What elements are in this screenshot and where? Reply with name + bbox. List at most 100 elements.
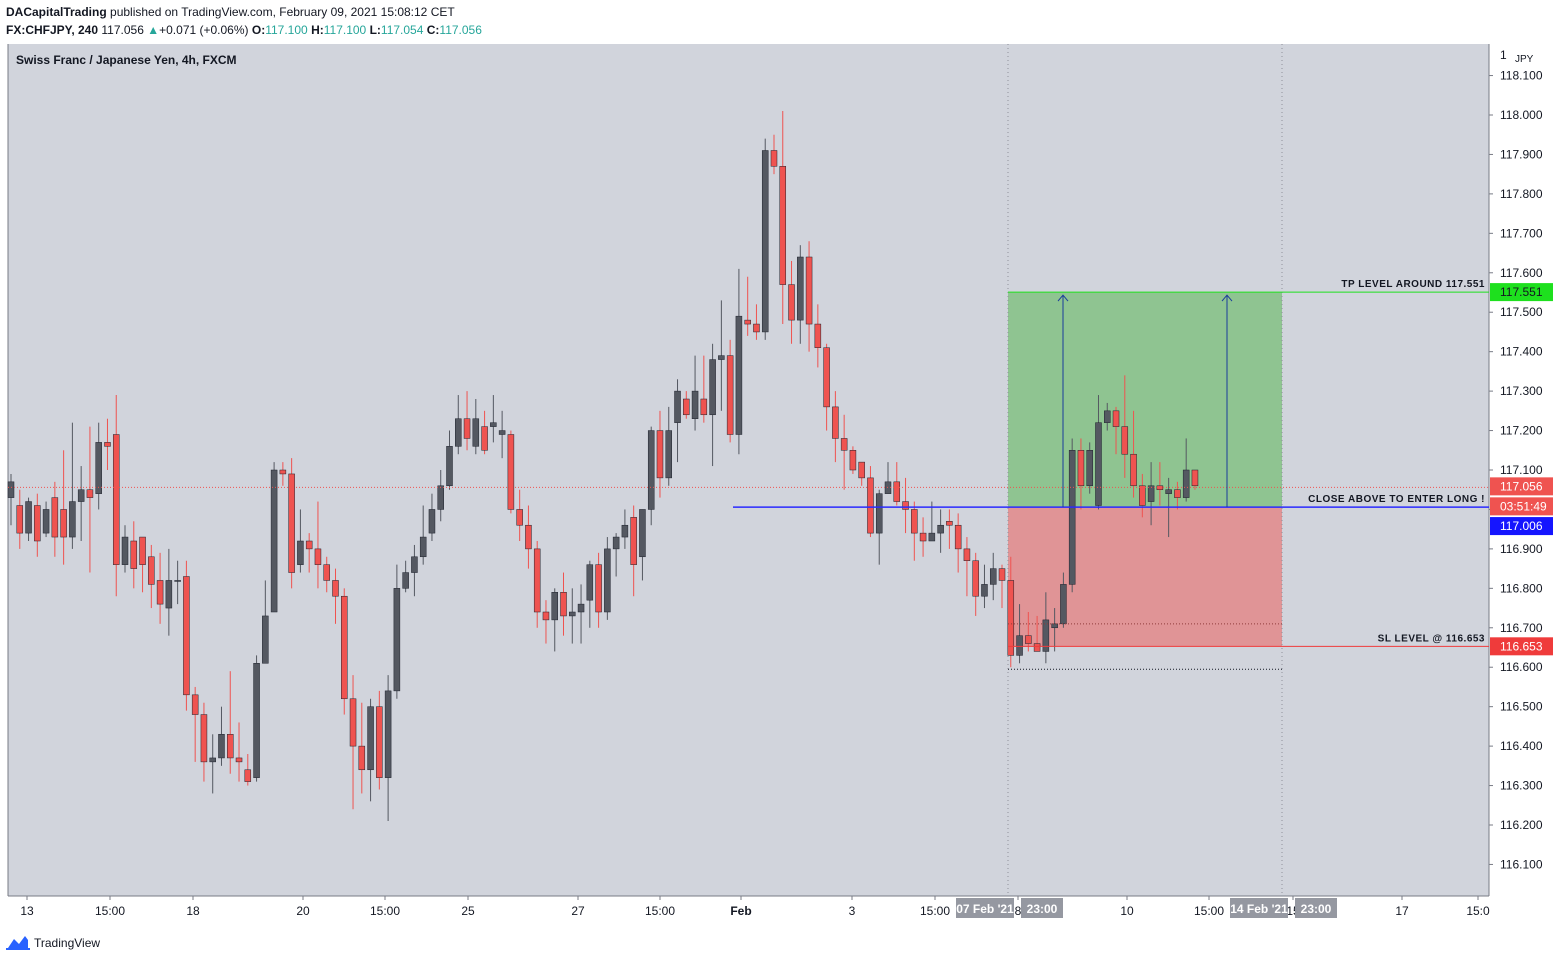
candle-up xyxy=(472,418,480,447)
symbol-label[interactable]: FX:CHFJPY, 240 xyxy=(6,23,99,37)
x-tick-label: 20 xyxy=(296,904,310,918)
sl-price-badge[interactable] xyxy=(1490,637,1553,656)
candle-down xyxy=(183,576,190,696)
entry-price-badge[interactable] xyxy=(1490,517,1553,536)
candle-up xyxy=(674,390,681,423)
x-tick-label: 15:00 xyxy=(370,904,400,918)
candle-up xyxy=(1060,584,1067,625)
take-profit-zone[interactable] xyxy=(1008,292,1282,508)
candle-up xyxy=(297,540,304,565)
y-axis-unit: JPY xyxy=(1515,54,1534,65)
candle-up xyxy=(647,430,655,510)
candle-down xyxy=(753,323,760,333)
candle-down xyxy=(1112,410,1120,427)
candle-down xyxy=(893,481,901,502)
candle-down xyxy=(1077,450,1085,487)
candle-up xyxy=(1147,485,1155,502)
price-chart[interactable]: Swiss Franc / Japanese Yen, 4h, FXCM TP … xyxy=(0,44,1563,925)
x-tick-label: 15:0 xyxy=(1466,904,1490,918)
ohlc-legend: FX:CHFJPY, 240 117.056 ▲+0.071 (+0.06%) … xyxy=(6,23,482,37)
candle-down xyxy=(560,592,567,617)
up-arrow-icon xyxy=(1221,294,1233,302)
candle-down xyxy=(507,434,515,510)
countdown-badge[interactable] xyxy=(1490,497,1553,516)
y-tick-label: 116.100 xyxy=(1500,857,1543,871)
candle-up xyxy=(490,422,497,427)
candle-down xyxy=(656,430,664,479)
candle-up xyxy=(393,588,401,692)
time-range-badge xyxy=(1295,898,1337,918)
candle-up xyxy=(577,603,585,613)
candle-down xyxy=(288,473,295,573)
candle-up xyxy=(665,430,672,479)
candle-up xyxy=(735,315,743,435)
price-change: +0.071 (+0.06%) xyxy=(159,23,249,37)
candle-down xyxy=(130,540,138,569)
publish-info: published on TradingView.com, February 0… xyxy=(110,5,455,19)
candle-up xyxy=(77,489,85,502)
candle-down xyxy=(139,536,146,565)
candle-down xyxy=(34,505,41,542)
open-value: 117.100 xyxy=(265,23,308,37)
candle-down xyxy=(630,517,637,565)
y-tick-label: 118.100 xyxy=(1500,69,1543,83)
candle-up xyxy=(709,359,716,416)
time-range-badge xyxy=(1021,898,1063,918)
candle-up xyxy=(253,663,260,778)
y-tick-label: 117.300 xyxy=(1500,384,1543,398)
candle-down xyxy=(86,489,94,498)
x-tick-label: 15:00 xyxy=(645,904,675,918)
candle-up xyxy=(95,442,102,494)
candle-down xyxy=(200,714,208,763)
open-label: O: xyxy=(251,23,266,37)
candle-down xyxy=(376,706,383,778)
y-tick-label: 116.900 xyxy=(1500,542,1543,556)
candle-down xyxy=(227,734,234,759)
candle-down xyxy=(1033,643,1041,652)
sl-price-badge-text: 116.653 xyxy=(1500,639,1543,653)
y-tick-label: 117.600 xyxy=(1500,266,1543,280)
candle-down xyxy=(770,150,778,167)
candle-down xyxy=(726,355,734,435)
publish-line: DACapitalTrading published on TradingVie… xyxy=(6,5,455,19)
candle-up xyxy=(621,524,629,538)
candle-down xyxy=(112,434,120,565)
candle-down xyxy=(305,540,313,550)
candle-down xyxy=(946,521,953,526)
publisher-name[interactable]: DACapitalTrading xyxy=(6,5,107,19)
candle-down xyxy=(595,564,602,613)
price-axis[interactable] xyxy=(1489,44,1563,896)
brand-name[interactable]: TradingView xyxy=(34,936,101,950)
candle-up xyxy=(569,611,576,617)
up-arrow-icon xyxy=(1057,294,1069,302)
time-range-label: 14 Feb '21 xyxy=(1230,902,1288,916)
candle-down xyxy=(867,477,874,534)
candle-down xyxy=(963,548,971,561)
y-tick-label: 116.800 xyxy=(1500,581,1543,595)
candle-down xyxy=(314,548,322,565)
candle-down xyxy=(911,509,918,534)
candle-down xyxy=(542,611,550,621)
candle-down xyxy=(1007,580,1015,656)
x-tick-label: 3 xyxy=(849,904,856,918)
stop-loss-zone[interactable] xyxy=(1008,507,1282,647)
candle-up xyxy=(1095,422,1102,506)
candle-up xyxy=(551,592,558,621)
candle-up xyxy=(121,536,129,565)
tp-price-badge[interactable] xyxy=(1490,283,1553,302)
time-range-label: 23:00 xyxy=(1027,902,1058,916)
candle-up xyxy=(428,509,436,534)
x-tick-label: 25 xyxy=(461,904,475,918)
chart-header: DACapitalTrading published on TradingVie… xyxy=(0,0,1563,44)
time-range-badge xyxy=(1230,898,1288,918)
candle-down xyxy=(349,698,357,747)
candle-down xyxy=(840,438,848,451)
candle-up xyxy=(42,509,50,534)
last-price-badge-text: 117.056 xyxy=(1500,479,1543,493)
y-tick-label: 117.100 xyxy=(1500,463,1543,477)
last-price-badge[interactable] xyxy=(1490,477,1553,496)
candle-up xyxy=(875,493,883,534)
candle-up xyxy=(209,757,216,763)
candle-down xyxy=(972,560,979,597)
tradingview-logo-icon[interactable] xyxy=(6,934,30,950)
